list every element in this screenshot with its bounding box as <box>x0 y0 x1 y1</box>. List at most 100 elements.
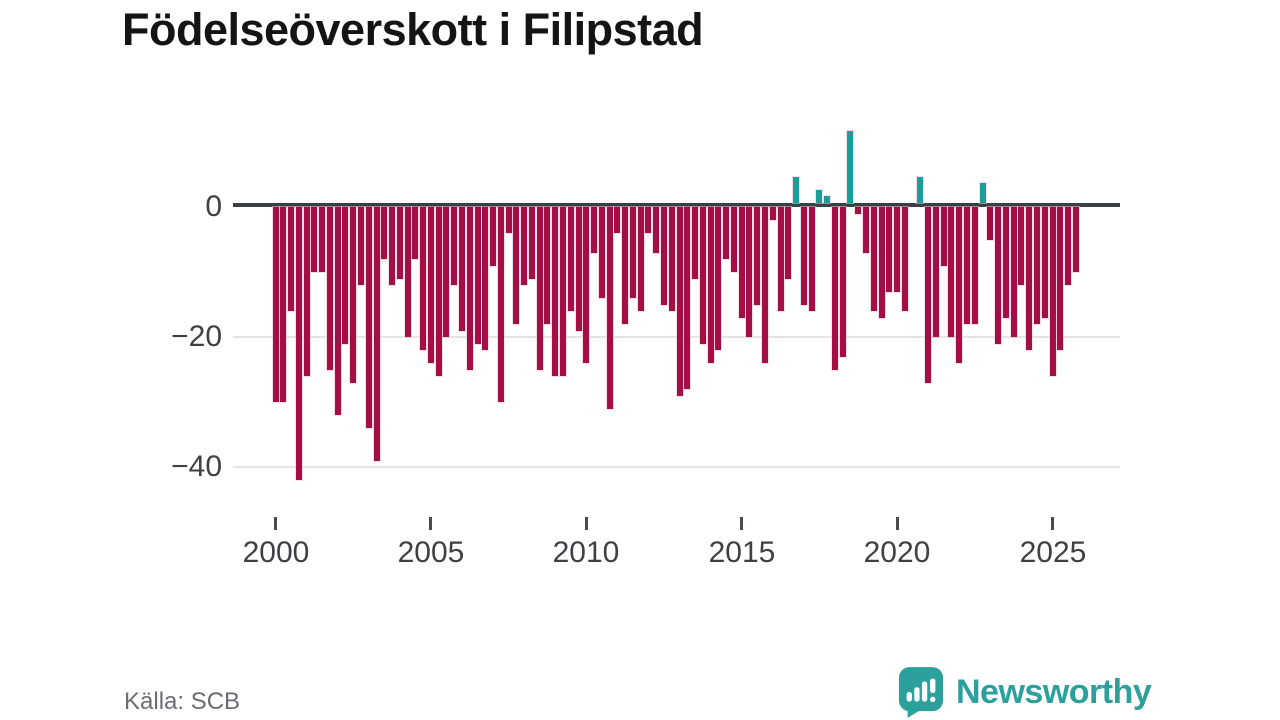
gridline--20 <box>233 336 1120 338</box>
x-axis-label-2000: 2000 <box>242 536 310 569</box>
bar-2004Q4 <box>419 206 427 351</box>
bar-2024Q3 <box>1033 206 1041 325</box>
bar-2020Q1 <box>893 206 901 293</box>
bar-2001Q4 <box>326 206 334 371</box>
bar-2015Q3 <box>753 206 761 306</box>
newsworthy-logo[interactable]: Newsworthy <box>898 666 1152 718</box>
bar-2005Q1 <box>427 206 435 364</box>
bar-2002Q2 <box>341 206 349 345</box>
bar-2014Q4 <box>730 206 738 273</box>
source-label: Källa: SCB <box>124 688 241 715</box>
chart-title: Födelseöverskott i Filipstad <box>122 4 704 55</box>
x-axis-label-2015: 2015 <box>708 536 776 569</box>
bar-2012Q2 <box>652 206 660 254</box>
bar-2023Q1 <box>986 206 994 241</box>
bar-2017Q2 <box>808 206 816 312</box>
bar-2001Q2 <box>310 206 318 273</box>
bar-2005Q3 <box>442 206 450 338</box>
bar-2014Q2 <box>714 206 722 351</box>
bar-2025Q1 <box>1049 206 1057 377</box>
bar-2013Q3 <box>691 206 699 280</box>
bar-2015Q2 <box>745 206 753 338</box>
bar-2006Q3 <box>474 206 482 345</box>
bar-2020Q2 <box>901 206 909 312</box>
x-tick-2025 <box>1051 517 1054 530</box>
bar-2024Q1 <box>1017 206 1025 286</box>
x-tick-2010 <box>585 517 588 530</box>
bar-2025Q3 <box>1064 206 1072 286</box>
zero-axis-line <box>233 203 1120 207</box>
newsworthy-bubble-chart-icon <box>898 666 944 718</box>
bar-2016Q1 <box>769 206 777 221</box>
bar-2022Q3 <box>971 206 979 325</box>
bar-2002Q3 <box>349 206 357 384</box>
bar-2023Q3 <box>1002 206 1010 319</box>
bar-2004Q2 <box>404 206 412 338</box>
bar-2007Q4 <box>512 206 520 325</box>
y-axis-label-0: 0 <box>205 190 222 223</box>
bar-2000Q4 <box>295 206 303 481</box>
x-tick-2000 <box>274 517 277 530</box>
bar-2013Q2 <box>683 206 691 390</box>
bar-2003Q2 <box>373 206 381 462</box>
bar-2018Q4 <box>854 206 862 215</box>
bar-2001Q3 <box>318 206 326 273</box>
bar-2015Q4 <box>761 206 769 364</box>
bar-2019Q2 <box>870 206 878 312</box>
x-tick-2015 <box>740 517 743 530</box>
y-axis-label--40: −40 <box>171 450 222 483</box>
bar-2010Q3 <box>598 206 606 299</box>
bar-2016Q4 <box>792 176 800 204</box>
bar-2003Q1 <box>365 206 373 429</box>
bar-2000Q2 <box>279 206 287 403</box>
bar-2008Q2 <box>528 206 536 280</box>
bar-2017Q1 <box>800 206 808 306</box>
bar-2001Q1 <box>303 206 311 377</box>
bar-2003Q3 <box>380 206 388 260</box>
bar-2011Q3 <box>629 206 637 299</box>
bar-2006Q4 <box>481 206 489 351</box>
bar-2011Q1 <box>613 206 621 234</box>
bar-2022Q2 <box>963 206 971 325</box>
bar-2019Q4 <box>885 206 893 293</box>
x-axis-label-2020: 2020 <box>863 536 931 569</box>
gridline--40 <box>233 466 1120 468</box>
bar-2012Q1 <box>644 206 652 234</box>
bar-2005Q2 <box>435 206 443 377</box>
bar-2000Q1 <box>272 206 280 403</box>
bar-2004Q1 <box>396 206 404 280</box>
y-axis-label--20: −20 <box>171 320 222 353</box>
bar-2007Q2 <box>497 206 505 403</box>
bar-2009Q1 <box>551 206 559 377</box>
bar-2010Q2 <box>590 206 598 254</box>
x-tick-2005 <box>429 517 432 530</box>
bar-2024Q4 <box>1041 206 1049 319</box>
bar-2022Q4 <box>979 182 987 204</box>
bar-2002Q4 <box>357 206 365 286</box>
bar-2008Q1 <box>520 206 528 286</box>
bar-2005Q4 <box>450 206 458 286</box>
bar-2009Q4 <box>575 206 583 332</box>
bar-2025Q4 <box>1072 206 1080 273</box>
bar-2017Q3 <box>815 189 823 204</box>
bar-2003Q4 <box>388 206 396 286</box>
bar-2020Q4 <box>916 176 924 204</box>
bar-2011Q4 <box>637 206 645 312</box>
bar-2009Q2 <box>559 206 567 377</box>
bar-2007Q1 <box>489 206 497 267</box>
bar-2010Q1 <box>582 206 590 364</box>
bar-2002Q1 <box>334 206 342 416</box>
bar-2000Q3 <box>287 206 295 312</box>
bar-2008Q3 <box>536 206 544 371</box>
bar-2023Q4 <box>1010 206 1018 338</box>
bar-2017Q4 <box>823 195 831 204</box>
x-tick-2020 <box>896 517 899 530</box>
bar-2004Q3 <box>411 206 419 260</box>
bar-2006Q2 <box>466 206 474 371</box>
bar-2024Q2 <box>1025 206 1033 351</box>
bar-2016Q3 <box>784 206 792 280</box>
bar-2014Q1 <box>707 206 715 364</box>
bar-2016Q2 <box>777 206 785 312</box>
